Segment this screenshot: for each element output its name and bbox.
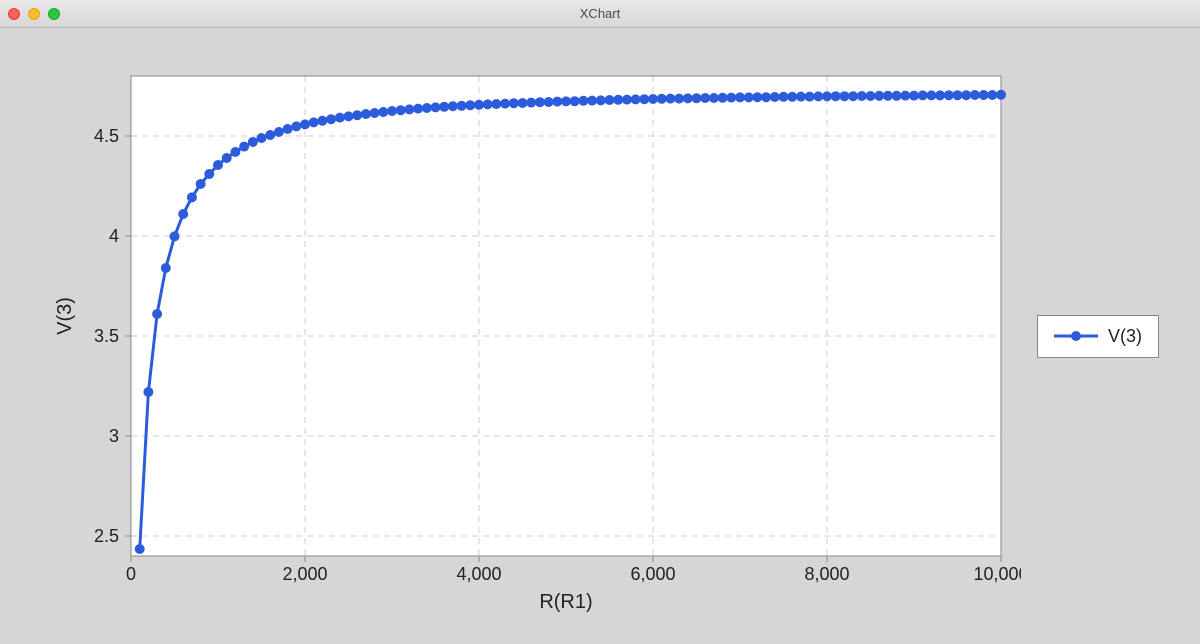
- content-area: 0 2,000 4,000 6,000 8,000 10,000 2.5 3 3.5 4 4.5 R(…: [0, 28, 1200, 644]
- x-tick-label: 8,000: [804, 564, 849, 584]
- plot-area: [131, 76, 1001, 556]
- traffic-lights: [8, 8, 60, 20]
- window: XChart 0 2,000 4,000 6,000 8,000 10,000 2.5 3 3.…: [0, 0, 1200, 644]
- x-tick-label: 2,000: [282, 564, 327, 584]
- x-tick-label: 10,000: [973, 564, 1021, 584]
- y-tick-label: 4.5: [94, 126, 119, 146]
- chart-svg: 0 2,000 4,000 6,000 8,000 10,000 2.5 3 3.5 4 4.5 R(…: [41, 56, 1021, 616]
- y-tick-label: 4: [109, 226, 119, 246]
- x-tick-label: 4,000: [456, 564, 501, 584]
- y-axis-label: V(3): [54, 297, 76, 335]
- legend: V(3): [1037, 315, 1159, 358]
- y-tick-label: 2.5: [94, 526, 119, 546]
- y-tick-label: 3.5: [94, 326, 119, 346]
- x-tick-label: 0: [126, 564, 136, 584]
- y-tick-label: 3: [109, 426, 119, 446]
- window-title: XChart: [580, 6, 620, 21]
- titlebar[interactable]: XChart: [0, 0, 1200, 28]
- close-icon[interactable]: [8, 8, 20, 20]
- x-tick-label: 6,000: [630, 564, 675, 584]
- maximize-icon[interactable]: [48, 8, 60, 20]
- chart: 0 2,000 4,000 6,000 8,000 10,000 2.5 3 3.5 4 4.5 R(…: [41, 56, 1021, 616]
- legend-marker-icon: [1054, 330, 1098, 342]
- x-axis-label: R(R1): [539, 591, 592, 613]
- legend-label: V(3): [1108, 326, 1142, 347]
- minimize-icon[interactable]: [28, 8, 40, 20]
